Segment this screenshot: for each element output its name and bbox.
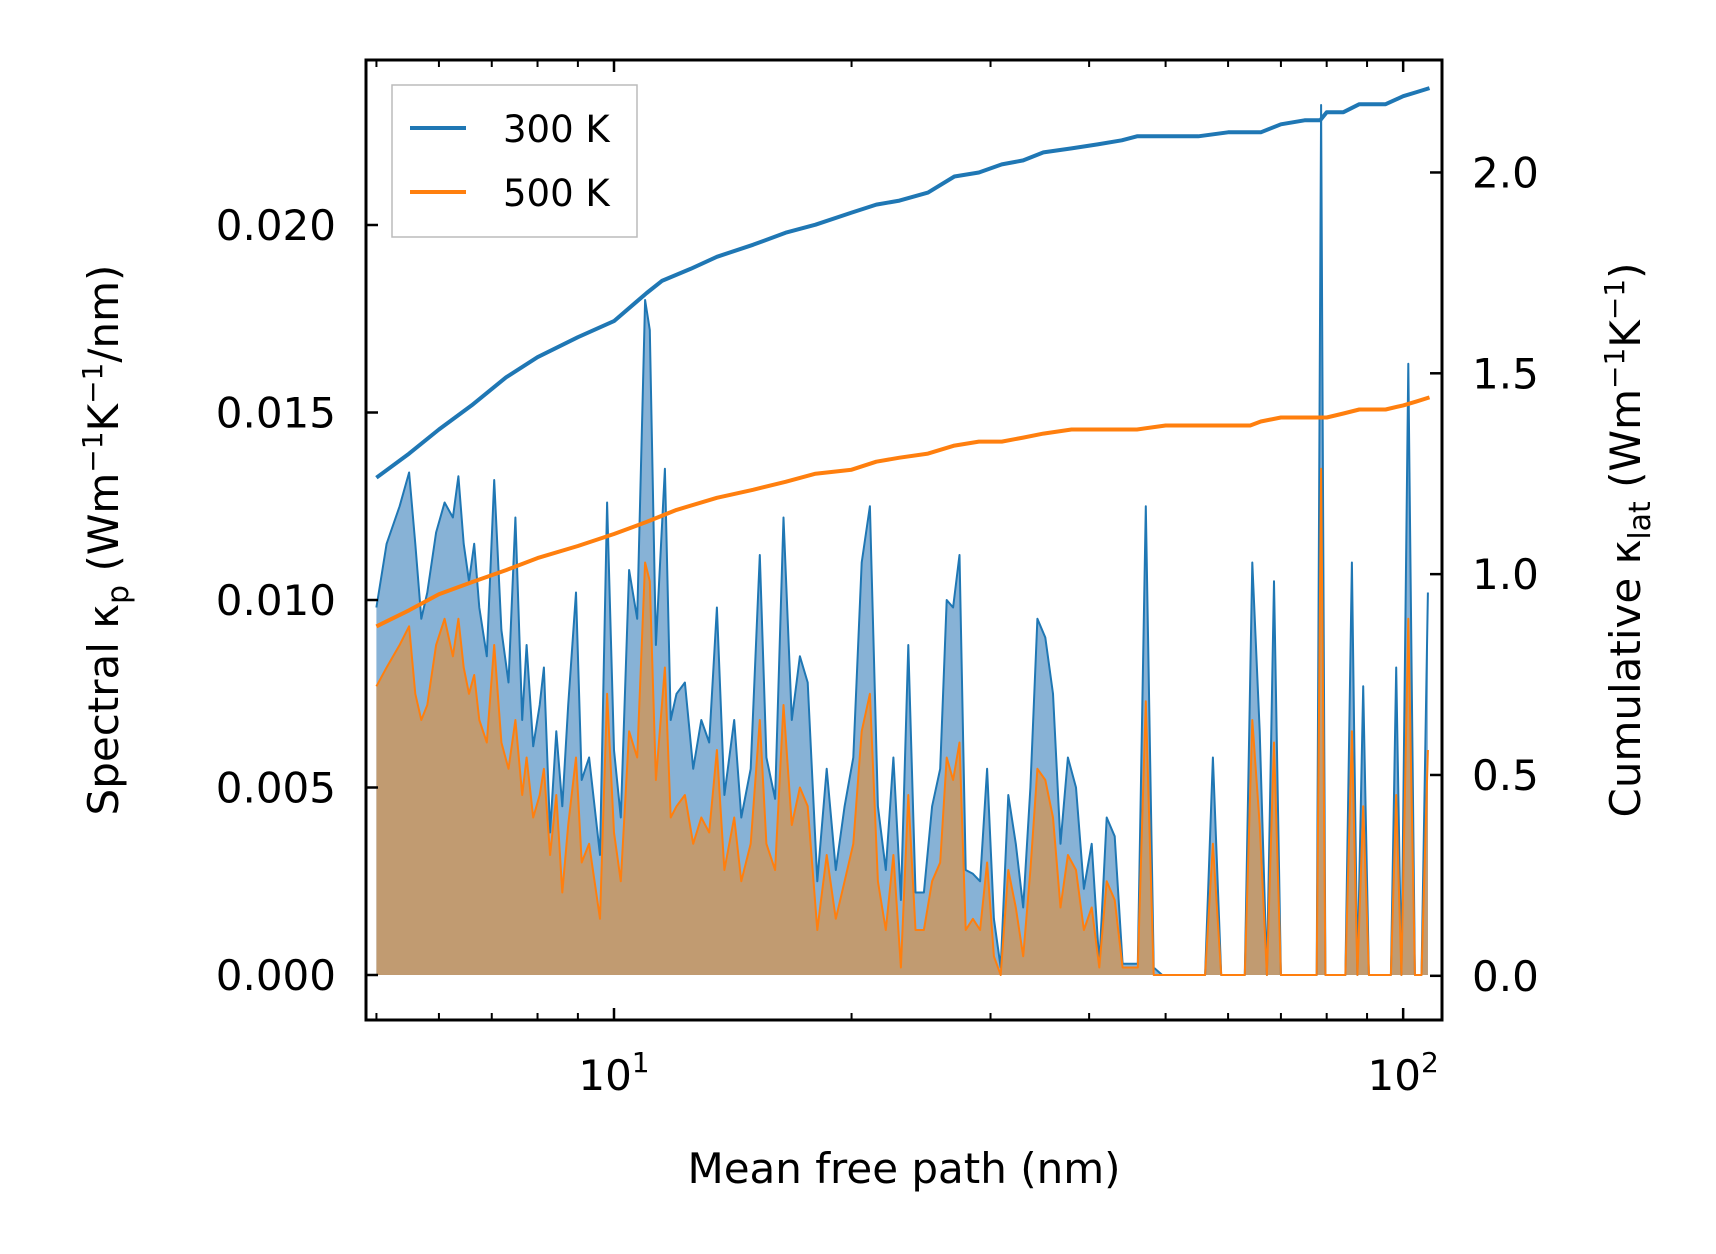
y-right-tick-label: 0.0 xyxy=(1472,952,1539,1001)
y-axis-right-label: Cumulative κlat (Wm−1K−1) xyxy=(1598,263,1658,818)
y-left-label-sup2: −1 xyxy=(76,363,109,404)
y-left-tick-label: 0.005 xyxy=(216,764,336,813)
x-tick-base: 10 xyxy=(578,1051,631,1100)
y-right-tick-label: 2.0 xyxy=(1472,148,1539,197)
spectral-area-500k xyxy=(376,468,1428,975)
y-left-label-sub: p xyxy=(101,585,136,604)
y-right-label-mid: K xyxy=(1601,319,1650,348)
y-right-label-unit-open: (Wm xyxy=(1601,389,1650,501)
x-tick-base: 10 xyxy=(1368,1051,1421,1100)
y-right-label-sup1: −1 xyxy=(1598,348,1631,389)
x-tick-label: 101 xyxy=(578,1046,649,1100)
x-tick-exponent: 2 xyxy=(1421,1046,1439,1079)
axis-ticks: 101 1020.0000.0050.0100.0150.0200.00.51.0… xyxy=(216,60,1539,1100)
legend-box xyxy=(391,84,638,238)
y-left-label-base: Spectral κ xyxy=(79,604,128,816)
y-right-tick-label: 1.0 xyxy=(1472,550,1539,599)
series-lines xyxy=(375,86,1431,976)
y-left-label-mid: K xyxy=(79,402,128,431)
legend-label-500k: 500 K xyxy=(503,172,611,215)
x-tick-exponent: 1 xyxy=(632,1046,650,1079)
cumulative-line-500k xyxy=(375,395,1431,629)
x-axis-label: Mean free path (nm) xyxy=(687,1144,1120,1193)
y-left-tick-label: 0.000 xyxy=(216,951,336,1000)
y-axis-left-label: Spectral κp (Wm−1K−1/nm) xyxy=(76,265,136,816)
spectral-fills xyxy=(376,105,1428,975)
cumulative-line-300k xyxy=(375,86,1431,480)
legend: 300 K 500 K xyxy=(391,84,638,238)
y-right-label-sub: lat xyxy=(1623,501,1658,540)
y-right-tick-label: 1.5 xyxy=(1472,349,1539,398)
y-right-label-unit-close: ) xyxy=(1601,263,1650,279)
y-right-tick-label: 0.5 xyxy=(1472,751,1539,800)
spectral-line-500k xyxy=(375,467,1429,976)
y-right-label-sup2: −1 xyxy=(1598,279,1631,320)
legend-label-300k: 300 K xyxy=(503,108,611,151)
y-left-label-unit-close: /nm) xyxy=(79,265,128,363)
y-left-label-unit-open: (Wm xyxy=(79,473,128,585)
x-tick-label: 102 xyxy=(1368,1046,1439,1100)
y-left-tick-label: 0.020 xyxy=(216,201,336,250)
y-left-tick-label: 0.015 xyxy=(216,389,336,438)
y-right-label-base: Cumulative κ xyxy=(1601,540,1650,818)
plot-frame xyxy=(364,58,1444,1022)
y-left-tick-label: 0.010 xyxy=(216,576,336,625)
y-left-label-sup1: −1 xyxy=(76,431,109,472)
